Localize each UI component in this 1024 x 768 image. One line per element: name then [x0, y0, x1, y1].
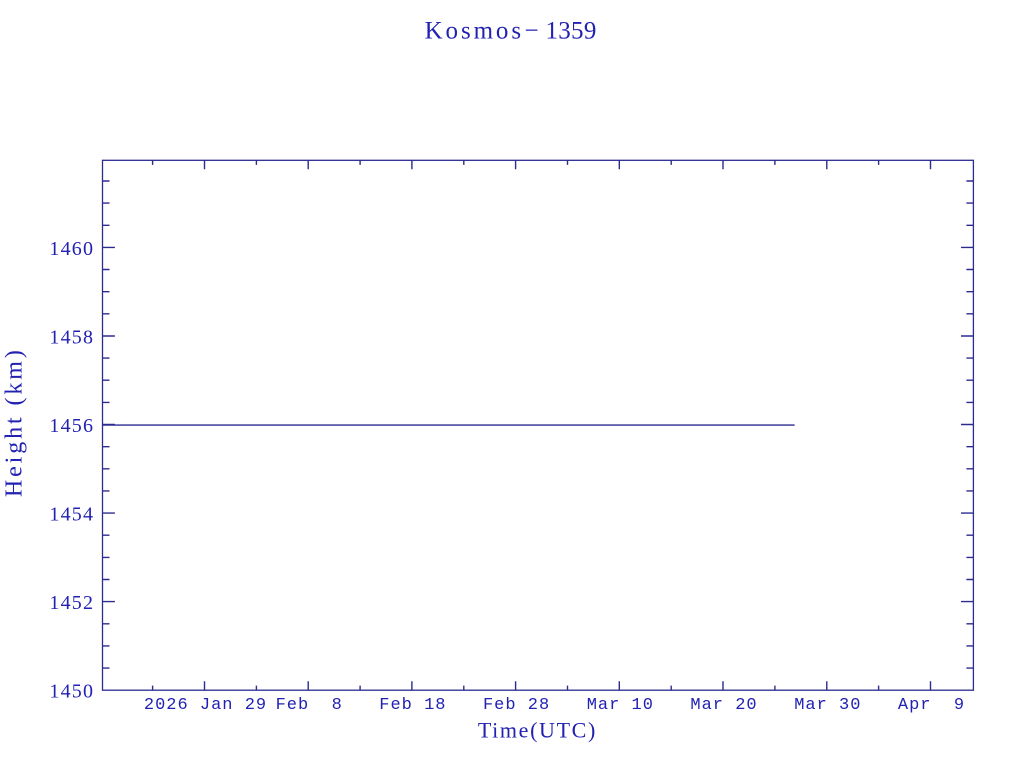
svg-text:Height (km): Height (km)	[2, 347, 28, 497]
svg-text:1454: 1454	[49, 504, 94, 526]
svg-text:Mar 10: Mar 10	[587, 696, 654, 715]
svg-text:1458: 1458	[49, 326, 94, 348]
svg-text:Apr 9: Apr 9	[898, 696, 965, 715]
svg-text:1460: 1460	[49, 238, 94, 260]
svg-text:Mar 20: Mar 20	[690, 696, 757, 715]
svg-text:Kosmos − 1359: Kosmos − 1359	[425, 18, 597, 45]
svg-text:Feb 18: Feb 18	[379, 696, 446, 715]
svg-text:1456: 1456	[49, 415, 94, 437]
svg-text:Feb 28: Feb 28	[483, 696, 550, 715]
svg-text:Mar 30: Mar 30	[794, 696, 861, 715]
svg-text:Time(UTC): Time(UTC)	[478, 718, 597, 743]
svg-text:1452: 1452	[49, 592, 94, 614]
svg-text:Feb 8: Feb 8	[276, 696, 343, 715]
svg-text:1450: 1450	[49, 681, 94, 703]
svg-text:2026 Jan 29: 2026 Jan 29	[144, 696, 267, 715]
